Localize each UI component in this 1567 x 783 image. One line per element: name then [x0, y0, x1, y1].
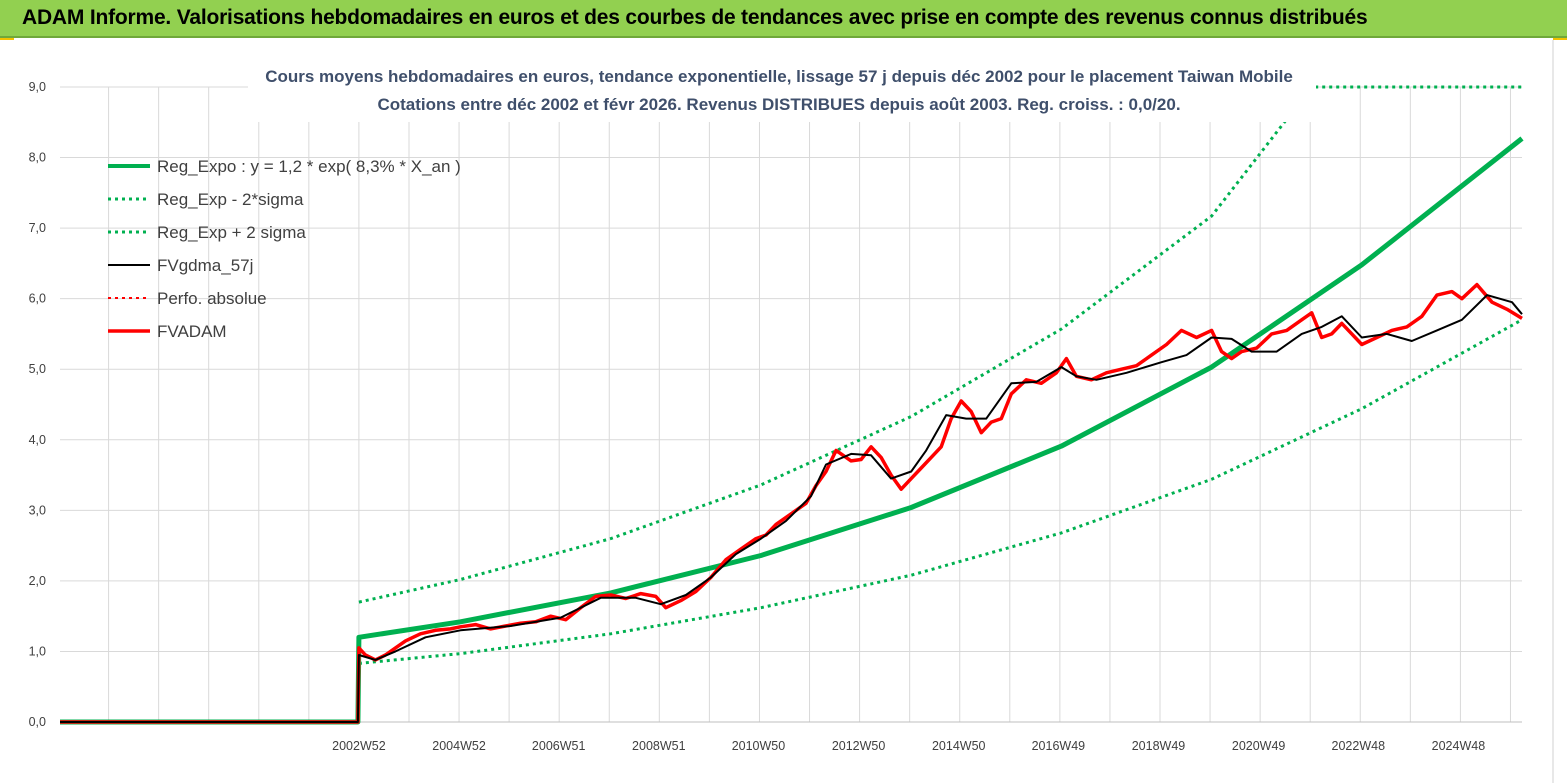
y-tick-label: 3,0 [29, 503, 46, 517]
x-tick-label: 2022W48 [1332, 739, 1386, 753]
y-tick-label: 7,0 [29, 221, 46, 235]
x-tick-label: 2024W48 [1432, 739, 1486, 753]
x-tick-label: 2014W50 [932, 739, 986, 753]
x-tick-label: 2006W51 [532, 739, 586, 753]
y-tick-label: 8,0 [29, 151, 46, 165]
x-tick-label: 2008W51 [632, 739, 686, 753]
x-tick-label: 2010W50 [732, 739, 786, 753]
y-tick-label: 0,0 [29, 715, 46, 729]
series-line-2 [358, 85, 1522, 604]
y-tick-label: 1,0 [29, 644, 46, 658]
chart-title-line2: Cotations entre déc 2002 et févr 2026. R… [377, 95, 1180, 114]
chart: 0,01,02,03,04,05,06,07,08,09,0 2002W52 20… [0, 40, 1567, 783]
x-tick-label: 2012W50 [832, 739, 886, 753]
x-tick-label: 2018W49 [1132, 739, 1186, 753]
y-tick-label: 2,0 [29, 574, 46, 588]
y-tick-label: 5,0 [29, 362, 46, 376]
chart-background [0, 40, 1567, 783]
x-tick-label: 2016W49 [1032, 739, 1086, 753]
x-tick-label: 2020W49 [1232, 739, 1286, 753]
legend-label: Perfo. absolue [157, 289, 267, 308]
header-bar: ADAM Informe. Valorisations hebdomadaire… [0, 0, 1567, 38]
chart-title-background [248, 62, 1316, 122]
y-tick-label: 9,0 [29, 80, 46, 94]
series-line-3 [60, 294, 1523, 723]
legend-label: Reg_Exp + 2 sigma [157, 223, 306, 242]
page-title: ADAM Informe. Valorisations hebdomadaire… [22, 6, 1368, 29]
legend-label: Reg_Exp - 2*sigma [157, 190, 304, 209]
legend: Reg_Expo : y = 1,2 * exp( 8,3% * X_an ) R… [108, 157, 461, 341]
y-tick-label: 6,0 [29, 292, 46, 306]
y-axis-ticks: 0,0 1,0 2,0 3,0 4,0 5,0 6,0 7,0 8,0 9,0 [29, 80, 46, 729]
chart-title-line1: Cours moyens hebdomadaires en euros, ten… [265, 67, 1293, 86]
x-tick-label: 2002W52 [332, 739, 386, 753]
series-layer [60, 85, 1524, 725]
x-axis-ticks: 2002W52 2004W52 2006W51 2008W51 2010W50 2012W… [332, 739, 1485, 753]
legend-label: FVgdma_57j [157, 256, 253, 275]
x-tick-label: 2004W52 [432, 739, 486, 753]
legend-label: Reg_Expo : y = 1,2 * exp( 8,3% * X_an ) [157, 157, 461, 176]
legend-label: FVADAM [157, 322, 227, 341]
y-tick-label: 4,0 [29, 433, 46, 447]
